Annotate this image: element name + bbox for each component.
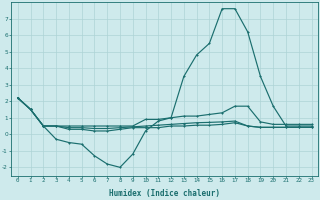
X-axis label: Humidex (Indice chaleur): Humidex (Indice chaleur): [109, 189, 220, 198]
